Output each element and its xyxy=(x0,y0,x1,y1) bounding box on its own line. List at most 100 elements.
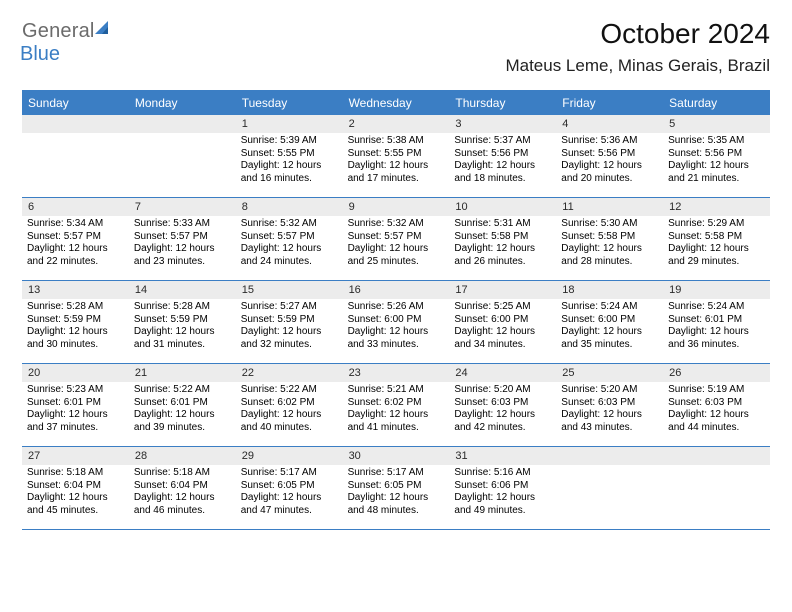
sunset-text: Sunset: 6:02 PM xyxy=(241,397,338,410)
day-number: 22 xyxy=(236,364,343,382)
day-info: Sunrise: 5:17 AMSunset: 6:05 PMDaylight:… xyxy=(343,465,450,521)
logo-text-blue: Blue xyxy=(20,43,60,65)
day-number: 11 xyxy=(556,198,663,216)
day-number: 7 xyxy=(129,198,236,216)
sunset-text: Sunset: 5:55 PM xyxy=(241,148,338,161)
dayname-tuesday: Tuesday xyxy=(236,92,343,115)
day-cell: 15Sunrise: 5:27 AMSunset: 5:59 PMDayligh… xyxy=(236,281,343,363)
day-info: Sunrise: 5:21 AMSunset: 6:02 PMDaylight:… xyxy=(343,382,450,438)
day-cell: 12Sunrise: 5:29 AMSunset: 5:58 PMDayligh… xyxy=(663,198,770,280)
day-cell: 16Sunrise: 5:26 AMSunset: 6:00 PMDayligh… xyxy=(343,281,450,363)
sunrise-text: Sunrise: 5:17 AM xyxy=(348,467,445,480)
sunrise-text: Sunrise: 5:24 AM xyxy=(668,301,765,314)
day-cell: 5Sunrise: 5:35 AMSunset: 5:56 PMDaylight… xyxy=(663,115,770,197)
sunrise-text: Sunrise: 5:27 AM xyxy=(241,301,338,314)
daylight-text: Daylight: 12 hours and 20 minutes. xyxy=(561,160,658,185)
sunset-text: Sunset: 6:03 PM xyxy=(561,397,658,410)
sunset-text: Sunset: 6:03 PM xyxy=(454,397,551,410)
day-info: Sunrise: 5:20 AMSunset: 6:03 PMDaylight:… xyxy=(449,382,556,438)
daylight-text: Daylight: 12 hours and 31 minutes. xyxy=(134,326,231,351)
dayname-friday: Friday xyxy=(556,92,663,115)
daylight-text: Daylight: 12 hours and 47 minutes. xyxy=(241,492,338,517)
daylight-text: Daylight: 12 hours and 33 minutes. xyxy=(348,326,445,351)
sunrise-text: Sunrise: 5:16 AM xyxy=(454,467,551,480)
day-cell: 19Sunrise: 5:24 AMSunset: 6:01 PMDayligh… xyxy=(663,281,770,363)
day-cell: 7Sunrise: 5:33 AMSunset: 5:57 PMDaylight… xyxy=(129,198,236,280)
day-number: 17 xyxy=(449,281,556,299)
day-cell: 20Sunrise: 5:23 AMSunset: 6:01 PMDayligh… xyxy=(22,364,129,446)
daylight-text: Daylight: 12 hours and 30 minutes. xyxy=(27,326,124,351)
day-info: Sunrise: 5:38 AMSunset: 5:55 PMDaylight:… xyxy=(343,133,450,189)
day-info: Sunrise: 5:37 AMSunset: 5:56 PMDaylight:… xyxy=(449,133,556,189)
day-cell: . xyxy=(129,115,236,197)
day-number: 13 xyxy=(22,281,129,299)
location: Mateus Leme, Minas Gerais, Brazil xyxy=(505,56,770,76)
day-number: . xyxy=(129,115,236,133)
daylight-text: Daylight: 12 hours and 25 minutes. xyxy=(348,243,445,268)
day-cell: 13Sunrise: 5:28 AMSunset: 5:59 PMDayligh… xyxy=(22,281,129,363)
sunrise-text: Sunrise: 5:18 AM xyxy=(27,467,124,480)
day-number: 2 xyxy=(343,115,450,133)
day-cell: 14Sunrise: 5:28 AMSunset: 5:59 PMDayligh… xyxy=(129,281,236,363)
dayname-saturday: Saturday xyxy=(663,92,770,115)
sunset-text: Sunset: 5:59 PM xyxy=(134,314,231,327)
day-number: 18 xyxy=(556,281,663,299)
daylight-text: Daylight: 12 hours and 26 minutes. xyxy=(454,243,551,268)
sunset-text: Sunset: 6:01 PM xyxy=(27,397,124,410)
day-info: Sunrise: 5:16 AMSunset: 6:06 PMDaylight:… xyxy=(449,465,556,521)
day-cell: 9Sunrise: 5:32 AMSunset: 5:57 PMDaylight… xyxy=(343,198,450,280)
day-cell: 2Sunrise: 5:38 AMSunset: 5:55 PMDaylight… xyxy=(343,115,450,197)
day-info: Sunrise: 5:18 AMSunset: 6:04 PMDaylight:… xyxy=(22,465,129,521)
daylight-text: Daylight: 12 hours and 46 minutes. xyxy=(134,492,231,517)
day-info: Sunrise: 5:18 AMSunset: 6:04 PMDaylight:… xyxy=(129,465,236,521)
sunrise-text: Sunrise: 5:18 AM xyxy=(134,467,231,480)
daylight-text: Daylight: 12 hours and 48 minutes. xyxy=(348,492,445,517)
day-info: Sunrise: 5:17 AMSunset: 6:05 PMDaylight:… xyxy=(236,465,343,521)
day-number: 25 xyxy=(556,364,663,382)
day-cell: 11Sunrise: 5:30 AMSunset: 5:58 PMDayligh… xyxy=(556,198,663,280)
daylight-text: Daylight: 12 hours and 22 minutes. xyxy=(27,243,124,268)
daylight-text: Daylight: 12 hours and 37 minutes. xyxy=(27,409,124,434)
daylight-text: Daylight: 12 hours and 28 minutes. xyxy=(561,243,658,268)
daylight-text: Daylight: 12 hours and 16 minutes. xyxy=(241,160,338,185)
daylight-text: Daylight: 12 hours and 40 minutes. xyxy=(241,409,338,434)
week-row: 13Sunrise: 5:28 AMSunset: 5:59 PMDayligh… xyxy=(22,281,770,364)
day-number: . xyxy=(556,447,663,465)
day-number: 6 xyxy=(22,198,129,216)
day-number: 4 xyxy=(556,115,663,133)
day-cell: 28Sunrise: 5:18 AMSunset: 6:04 PMDayligh… xyxy=(129,447,236,529)
day-info: Sunrise: 5:22 AMSunset: 6:01 PMDaylight:… xyxy=(129,382,236,438)
day-cell: 1Sunrise: 5:39 AMSunset: 5:55 PMDaylight… xyxy=(236,115,343,197)
day-info: Sunrise: 5:32 AMSunset: 5:57 PMDaylight:… xyxy=(236,216,343,272)
daylight-text: Daylight: 12 hours and 21 minutes. xyxy=(668,160,765,185)
day-number: 28 xyxy=(129,447,236,465)
sunset-text: Sunset: 5:57 PM xyxy=(348,231,445,244)
sunset-text: Sunset: 6:06 PM xyxy=(454,480,551,493)
sunrise-text: Sunrise: 5:33 AM xyxy=(134,218,231,231)
day-info: Sunrise: 5:22 AMSunset: 6:02 PMDaylight:… xyxy=(236,382,343,438)
day-cell: 22Sunrise: 5:22 AMSunset: 6:02 PMDayligh… xyxy=(236,364,343,446)
title-block: October 2024 Mateus Leme, Minas Gerais, … xyxy=(505,18,770,76)
day-number: . xyxy=(22,115,129,133)
day-cell: 10Sunrise: 5:31 AMSunset: 5:58 PMDayligh… xyxy=(449,198,556,280)
daylight-text: Daylight: 12 hours and 17 minutes. xyxy=(348,160,445,185)
sunrise-text: Sunrise: 5:22 AM xyxy=(134,384,231,397)
sunrise-text: Sunrise: 5:37 AM xyxy=(454,135,551,148)
day-info: Sunrise: 5:26 AMSunset: 6:00 PMDaylight:… xyxy=(343,299,450,355)
sunset-text: Sunset: 6:04 PM xyxy=(134,480,231,493)
daylight-text: Daylight: 12 hours and 41 minutes. xyxy=(348,409,445,434)
day-number: 5 xyxy=(663,115,770,133)
day-info: Sunrise: 5:28 AMSunset: 5:59 PMDaylight:… xyxy=(22,299,129,355)
daylight-text: Daylight: 12 hours and 18 minutes. xyxy=(454,160,551,185)
day-number: 14 xyxy=(129,281,236,299)
sunrise-text: Sunrise: 5:39 AM xyxy=(241,135,338,148)
day-info: Sunrise: 5:27 AMSunset: 5:59 PMDaylight:… xyxy=(236,299,343,355)
day-cell: . xyxy=(556,447,663,529)
sunset-text: Sunset: 6:00 PM xyxy=(454,314,551,327)
day-cell: 8Sunrise: 5:32 AMSunset: 5:57 PMDaylight… xyxy=(236,198,343,280)
logo-text-general: General xyxy=(22,20,95,42)
sunrise-text: Sunrise: 5:20 AM xyxy=(561,384,658,397)
day-info: Sunrise: 5:23 AMSunset: 6:01 PMDaylight:… xyxy=(22,382,129,438)
week-row: 6Sunrise: 5:34 AMSunset: 5:57 PMDaylight… xyxy=(22,198,770,281)
daylight-text: Daylight: 12 hours and 23 minutes. xyxy=(134,243,231,268)
